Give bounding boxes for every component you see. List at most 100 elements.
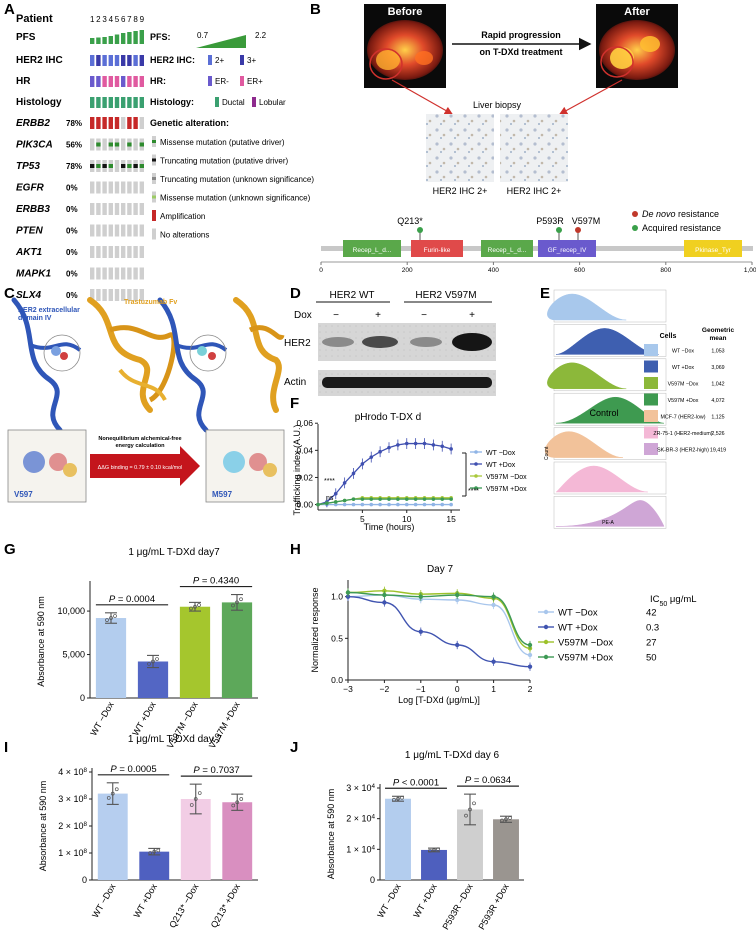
ihc-image-left: [426, 114, 494, 182]
chart-h-legend-label: WT +Dox: [558, 623, 598, 634]
chart-g-pvalue: P = 0.4340: [193, 576, 239, 587]
panel-letter-d: D: [290, 285, 301, 302]
chart-i-point: [231, 803, 236, 808]
chart-i-category: WT −Dox: [90, 882, 118, 920]
before-label: Before: [388, 6, 423, 18]
panel-letter-i: I: [4, 739, 8, 756]
chart-f-title: pHrodo T-DX d: [355, 412, 422, 423]
dox-mark-3: −: [421, 310, 427, 321]
m597-sphere: [223, 451, 245, 473]
alteration-cell: [127, 117, 132, 129]
alteration-cell: [121, 224, 126, 237]
alteration-cell: [90, 203, 95, 215]
mean-header-2: mean: [710, 335, 727, 342]
panel-j-chart: 1 μg/mL T-DXd day 6 Absorbance at 590 nm 0…: [326, 750, 524, 931]
chart-g-point: [155, 657, 159, 661]
histology-cell: [90, 97, 95, 108]
ihc-image-right: [500, 114, 568, 182]
chart-h-point: [527, 664, 533, 669]
chart-i-pvalue: P = 0.7037: [193, 765, 239, 776]
chart-g-point: [197, 603, 201, 607]
chart-i-ylabel: Absorbance at 590 nm: [38, 781, 48, 872]
panel-letter-f: F: [290, 395, 299, 412]
panel-b: Before After Rapid progression on T-DXd …: [319, 4, 756, 274]
chart-h-legend-marker: [543, 654, 549, 660]
chart-f-ytick-label: 0.04: [296, 445, 313, 455]
pfs-bar: [108, 36, 113, 44]
chart-f-point: [342, 498, 347, 503]
structure-left: [11, 297, 177, 433]
chart-j-point: [432, 848, 436, 852]
legend-pfs-min: 0.7: [197, 31, 209, 40]
domain-recep-l-2: [481, 240, 533, 257]
hr-cell: [121, 76, 126, 87]
her2-domain-label-1: HER2 extracellular: [18, 307, 80, 314]
alteration-cell: [96, 246, 101, 258]
v597-label: V597: [14, 490, 33, 499]
row-label: HR: [16, 76, 31, 87]
chart-h-point: [382, 592, 387, 598]
alteration-cell: [90, 117, 95, 129]
alteration-cell: [114, 117, 120, 129]
chart-i-point: [189, 803, 194, 807]
her2-cell: [102, 55, 107, 66]
chart-f-point: [333, 502, 338, 507]
alteration-cell: [114, 224, 120, 237]
panel-f-chart: pHrodo T-DX d Trafficking index (A.U.) Tim…: [292, 412, 527, 532]
patient-number: 9: [140, 15, 145, 24]
panel-letter-a: A: [4, 1, 15, 18]
patient-number: 4: [109, 15, 114, 24]
chart-h-xtick-label: −3: [343, 684, 353, 694]
chart-f-point: [440, 444, 445, 449]
legend-genetic-swatch: [152, 210, 156, 221]
legend-ductal-swatch: [215, 97, 219, 107]
flow-y-label: Count: [544, 446, 550, 460]
chart-h-point: [491, 594, 496, 599]
chart-h-legend-marker: [543, 609, 549, 615]
ligand-sphere-right-2: [263, 463, 277, 477]
biopsy-label: Liver biopsy: [473, 100, 522, 110]
pfs-bar: [139, 30, 144, 44]
chart-f-point: [360, 462, 365, 466]
legend-cell-name: V597M +Dox: [668, 398, 699, 404]
legend-genetic-swatch: [152, 228, 156, 240]
legend-lobular: Lobular: [259, 98, 286, 107]
panel-letter-b: B: [310, 1, 321, 18]
legend-cell-name: ZR-75-1 (HER2-medium): [653, 431, 712, 437]
histogram-curve: [547, 362, 627, 390]
ligand-sphere-left-2: [63, 463, 77, 477]
legend-genetic-title: Genetic alteration:: [150, 118, 229, 128]
panel-e: Count PE-A Control Cells Geometric mean …: [544, 289, 734, 529]
her2-band-3: [410, 337, 442, 347]
chart-f-legend-label: V597M +Dox: [486, 486, 527, 493]
alteration-cell: [121, 138, 126, 151]
pfs-bar: [121, 33, 126, 44]
chart-i-point: [235, 800, 240, 805]
legend-pfs-label: PFS:: [150, 32, 171, 42]
chart-f-point: [378, 449, 382, 454]
chart-f-point: [325, 501, 329, 506]
legend-swatch: [644, 393, 658, 406]
alteration-cell: [90, 289, 95, 301]
control-label: Control: [589, 408, 618, 418]
alteration-mark: [90, 164, 95, 168]
legend-genetic-mark: [152, 177, 156, 180]
pfs-bar: [127, 32, 132, 44]
legend-cell-name: WT −Dox: [672, 349, 694, 355]
alteration-cell: [108, 246, 113, 258]
mutation-v597m: V597M: [572, 216, 601, 226]
panel-letter-e: E: [540, 285, 550, 302]
panel-letter-g: G: [4, 541, 16, 558]
legend-genetic-label: Truncating mutation (unknown significanc…: [160, 175, 314, 184]
alteration-cell: [121, 246, 126, 258]
her2-cell: [114, 55, 120, 66]
chart-i-point: [239, 797, 244, 801]
chart-j-bar: [493, 819, 519, 880]
gene-name: PIK3CA: [16, 140, 53, 151]
alteration-cell: [90, 181, 95, 194]
domain-furin-like-label: Furin-like: [424, 247, 451, 254]
row-label: HER2 IHC: [16, 55, 63, 66]
legend-genetic-label: Missense mutation (putative driver): [160, 138, 285, 147]
legend-mean-value: 1,053: [711, 349, 724, 355]
her2-cell: [133, 55, 138, 66]
